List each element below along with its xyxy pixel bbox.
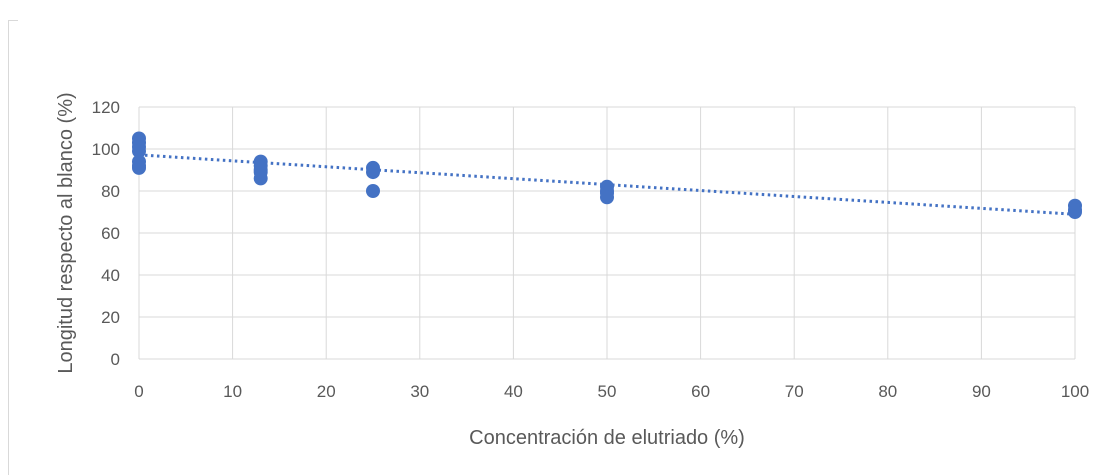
data-point bbox=[1068, 205, 1082, 219]
chart-frame-top-border bbox=[8, 20, 18, 21]
x-tick-label: 70 bbox=[785, 382, 804, 401]
y-tick-label: 80 bbox=[101, 182, 120, 201]
x-tick-label: 40 bbox=[504, 382, 523, 401]
y-tick-label: 0 bbox=[111, 350, 120, 369]
r-squared-annotation: R² = 0,869 bbox=[964, 63, 1044, 82]
data-point bbox=[132, 144, 146, 159]
y-tick-labels: 0 20 40 60 80 100 120 bbox=[92, 98, 120, 369]
y-tick-label: 120 bbox=[92, 98, 120, 117]
gridlines bbox=[138, 106, 1076, 360]
y-tick-label: 20 bbox=[101, 308, 120, 327]
x-tick-label: 100 bbox=[1061, 382, 1089, 401]
data-point bbox=[366, 184, 380, 198]
y-tick-label: 40 bbox=[101, 266, 120, 285]
x-axis-title: Concentración de elutriado (%) bbox=[469, 427, 745, 449]
x-tick-label: 60 bbox=[691, 382, 710, 401]
y-axis-title: Longitud respecto al blanco (%) bbox=[55, 92, 77, 373]
chart-frame-left-border bbox=[8, 20, 9, 475]
data-point bbox=[600, 190, 614, 205]
y-tick-label: 60 bbox=[101, 224, 120, 243]
x-tick-label: 50 bbox=[598, 382, 617, 401]
data-points bbox=[132, 131, 1082, 219]
y-tick-label: 100 bbox=[92, 140, 120, 159]
data-point bbox=[253, 171, 268, 186]
x-tick-label: 30 bbox=[410, 382, 429, 401]
x-tick-label: 80 bbox=[878, 382, 897, 401]
data-point bbox=[366, 165, 380, 180]
data-point bbox=[132, 160, 146, 175]
x-tick-label: 10 bbox=[223, 382, 242, 401]
x-tick-label: 20 bbox=[317, 382, 336, 401]
x-tick-label: 0 bbox=[134, 382, 143, 401]
x-tick-labels: 0 10 20 30 40 50 60 70 80 90 100 bbox=[134, 382, 1089, 401]
x-tick-label: 90 bbox=[972, 382, 991, 401]
